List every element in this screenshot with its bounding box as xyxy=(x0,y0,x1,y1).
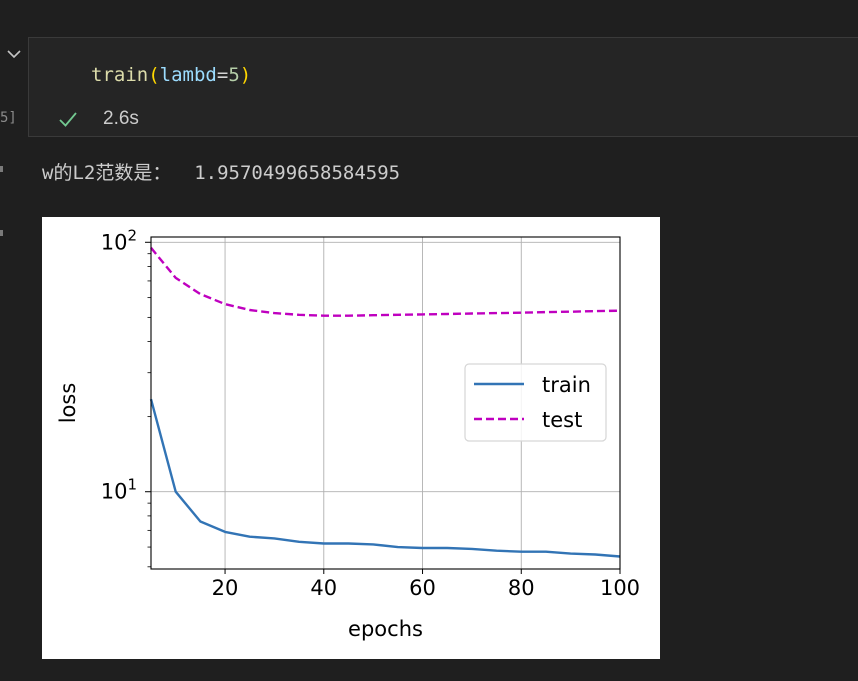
code-operator: = xyxy=(216,64,229,86)
code-open-paren: ( xyxy=(148,64,160,86)
legend-label-train: train xyxy=(542,373,591,397)
y-tick-label: 102 xyxy=(101,226,137,254)
execution-status: 2.6s xyxy=(57,107,139,131)
output-text: w的L2范数是： 1.9570499658584595 xyxy=(42,162,401,184)
check-icon xyxy=(59,112,77,127)
x-tick-label: 60 xyxy=(409,576,436,600)
plot-output: 20 40 60 80 100 101 102 epochs loss train test xyxy=(42,217,660,659)
code-editor-line[interactable]: train(lambd=5) xyxy=(91,64,251,86)
series-line-train xyxy=(149,398,621,558)
code-param-name: lambd xyxy=(159,64,217,86)
x-axis-label: epochs xyxy=(348,617,423,641)
plot-frame xyxy=(150,236,621,570)
code-cell[interactable]: train(lambd=5) 2.6s xyxy=(28,37,858,137)
series-line-test xyxy=(150,247,621,317)
x-tick-label: 40 xyxy=(310,576,337,600)
legend: train test xyxy=(464,363,607,442)
output-gutter-marker xyxy=(0,230,3,236)
collapse-chevron-icon[interactable] xyxy=(4,44,24,64)
output-gutter-marker xyxy=(0,166,3,172)
x-tick-label: 100 xyxy=(600,576,640,600)
x-tick-label: 80 xyxy=(508,576,535,600)
y-tick-label: 101 xyxy=(101,476,137,504)
legend-label-test: test xyxy=(542,408,582,432)
code-param-value: 5 xyxy=(228,64,240,86)
execution-duration: 2.6s xyxy=(103,108,139,129)
code-function-name: train xyxy=(91,64,149,86)
loss-chart: 20 40 60 80 100 101 102 epochs loss train test xyxy=(56,226,640,641)
execution-count: 5] xyxy=(0,110,17,126)
y-axis-label: loss xyxy=(56,383,80,424)
x-tick-label: 20 xyxy=(212,576,239,600)
code-close-paren: ) xyxy=(239,64,252,86)
